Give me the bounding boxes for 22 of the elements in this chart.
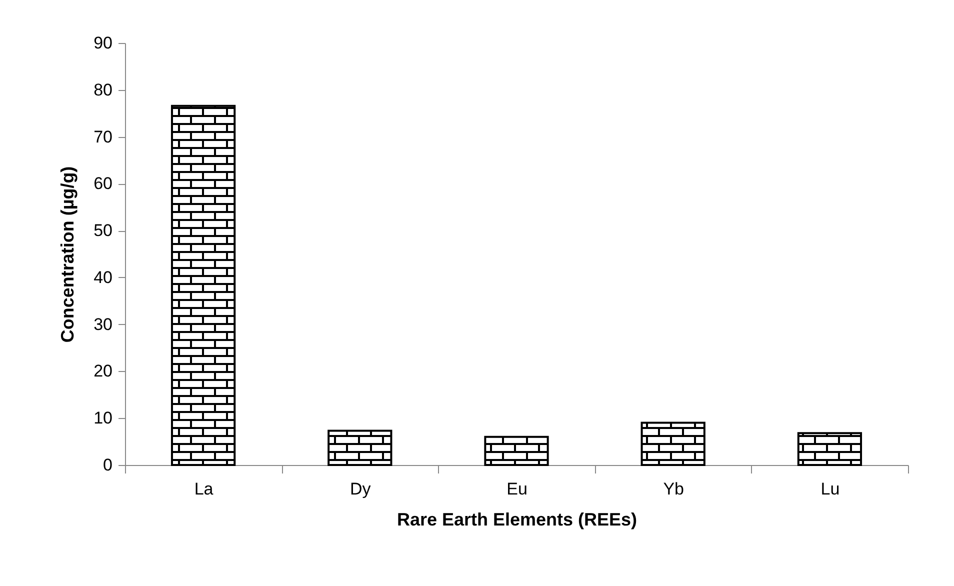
bar: [640, 422, 706, 466]
x-tick-label: La: [194, 480, 214, 498]
y-axis-title: Concentration (µg/g): [58, 166, 78, 343]
x-tick-label: Lu: [820, 480, 840, 498]
y-tick-label: 20: [94, 362, 112, 381]
y-tick-label: 60: [94, 174, 112, 194]
bar: [484, 436, 549, 466]
x-tick-label: Yb: [663, 480, 684, 498]
bar: [797, 432, 862, 466]
bar: [170, 104, 236, 466]
y-tick-label: 30: [94, 314, 112, 334]
y-tick-label: 90: [94, 34, 112, 52]
x-tick-label: Dy: [350, 480, 372, 498]
x-tick-label: Eu: [506, 480, 528, 498]
y-tick-label: 70: [94, 127, 112, 146]
y-tick-label: 80: [94, 80, 112, 100]
y-tick-label: 40: [94, 268, 112, 287]
x-axis-title: Rare Earth Elements (REEs): [396, 510, 638, 530]
bar: [328, 430, 392, 466]
y-tick-label: 10: [94, 408, 112, 428]
y-tick-label: 50: [94, 221, 112, 240]
y-tick-label: 0: [103, 456, 112, 474]
